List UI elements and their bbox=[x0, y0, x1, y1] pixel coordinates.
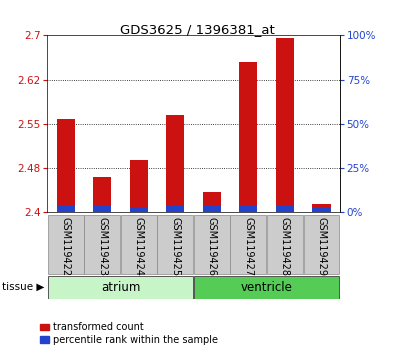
Bar bbox=[203, 206, 221, 212]
Bar bbox=[93, 177, 111, 212]
Text: GSM119422: GSM119422 bbox=[61, 217, 71, 276]
Bar bbox=[303, 216, 339, 274]
Bar bbox=[84, 216, 120, 274]
Bar bbox=[194, 216, 230, 274]
Bar bbox=[230, 216, 266, 274]
Bar bbox=[48, 216, 84, 274]
Bar bbox=[48, 275, 193, 299]
Text: ventricle: ventricle bbox=[241, 281, 293, 294]
Bar bbox=[312, 204, 331, 212]
Bar bbox=[276, 38, 294, 212]
Text: GSM119424: GSM119424 bbox=[134, 217, 144, 276]
Text: GSM119428: GSM119428 bbox=[280, 217, 290, 276]
Bar bbox=[93, 206, 111, 212]
Bar bbox=[130, 208, 148, 212]
Bar bbox=[239, 205, 258, 212]
Bar bbox=[276, 205, 294, 212]
Bar bbox=[166, 115, 184, 212]
Bar bbox=[267, 216, 303, 274]
Bar bbox=[312, 207, 331, 212]
Bar bbox=[194, 275, 339, 299]
Text: GDS3625 / 1396381_at: GDS3625 / 1396381_at bbox=[120, 23, 275, 36]
Bar bbox=[56, 119, 75, 212]
Text: tissue ▶: tissue ▶ bbox=[2, 282, 44, 292]
Bar bbox=[121, 216, 157, 274]
Bar bbox=[166, 205, 184, 212]
Legend: transformed count, percentile rank within the sample: transformed count, percentile rank withi… bbox=[36, 319, 222, 349]
Text: GSM119423: GSM119423 bbox=[97, 217, 107, 276]
Bar bbox=[56, 205, 75, 212]
Bar bbox=[203, 192, 221, 212]
Text: atrium: atrium bbox=[101, 281, 140, 294]
Bar bbox=[157, 216, 193, 274]
Text: GSM119429: GSM119429 bbox=[316, 217, 326, 276]
Bar bbox=[130, 160, 148, 212]
Bar bbox=[239, 62, 258, 212]
Text: GSM119426: GSM119426 bbox=[207, 217, 217, 276]
Text: GSM119427: GSM119427 bbox=[243, 217, 253, 276]
Text: GSM119425: GSM119425 bbox=[170, 217, 180, 276]
